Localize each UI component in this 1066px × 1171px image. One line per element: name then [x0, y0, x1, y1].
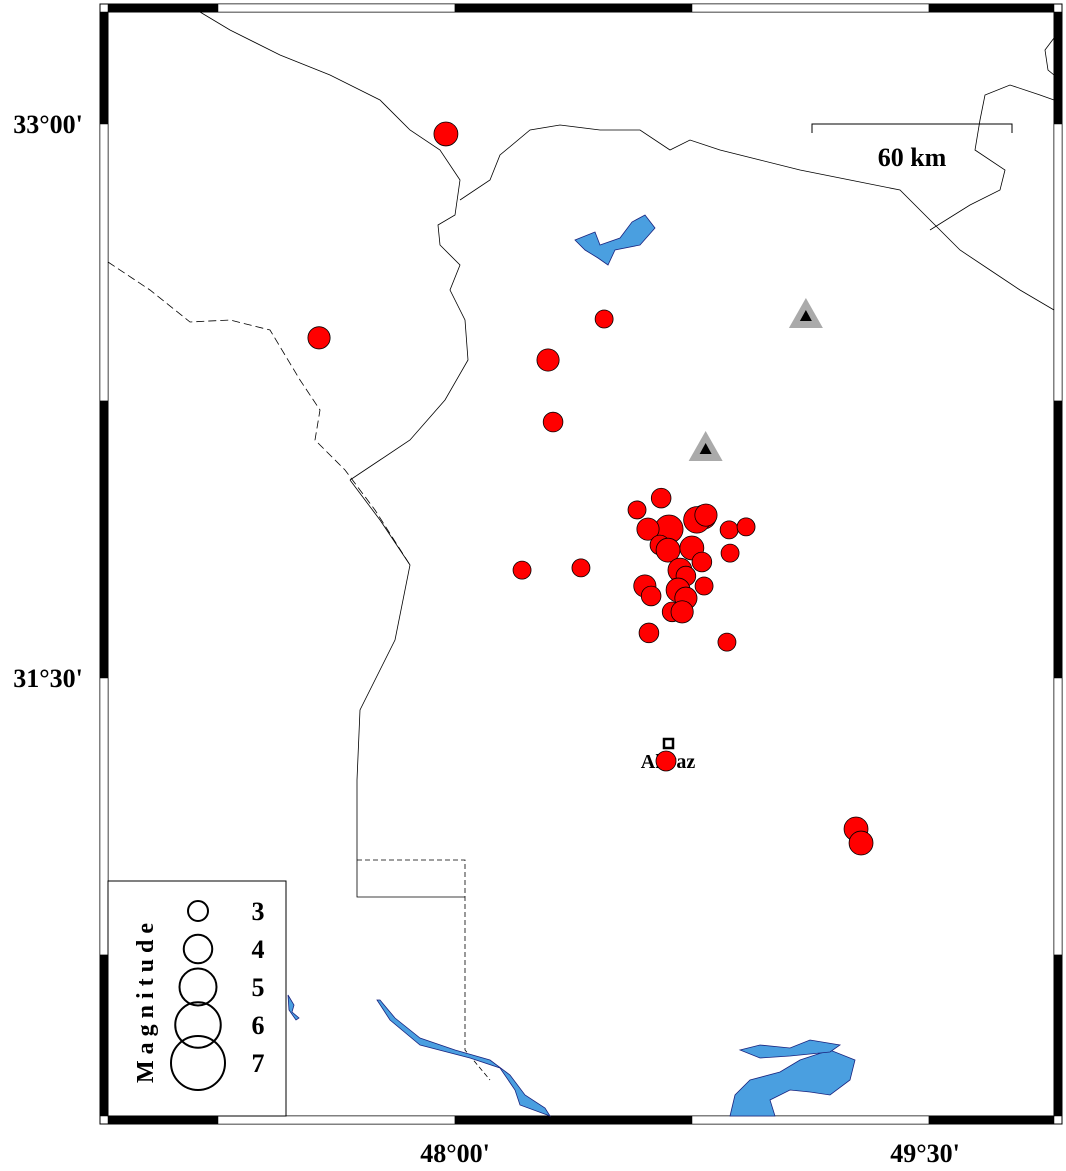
frame-tick-bar [99, 677, 109, 956]
event-marker [627, 500, 647, 520]
event-marker [433, 121, 459, 147]
boundaries [107, 11, 1055, 1081]
frame-tick-bar [217, 3, 456, 13]
legend-magnitude-label: 4 [252, 935, 265, 964]
legend-circle [187, 900, 209, 922]
event-marker [694, 576, 714, 596]
frame-tick-bar [99, 11, 109, 125]
event-marker [720, 543, 740, 563]
event-marker [719, 520, 739, 540]
legend-circle [174, 1001, 222, 1049]
legend-circle [170, 1035, 226, 1091]
station-core-icon [799, 310, 812, 322]
lat-label: 31°30' [13, 664, 83, 693]
magnitude-legend: Magnitude 3 4 5 6 7 [107, 880, 287, 1117]
event-marker [694, 503, 718, 527]
frame-tick-bar [454, 3, 693, 13]
event-marker [636, 517, 660, 541]
event-marker [571, 558, 591, 578]
event-marker [536, 348, 560, 372]
frame-tick-bar [928, 1115, 1055, 1125]
legend-circle [178, 967, 218, 1007]
lon-label: 49°30' [890, 1139, 960, 1166]
frame-ticks [99, 3, 1063, 1125]
frame-tick-bar [217, 1115, 456, 1125]
legend-magnitude-label: 6 [252, 1011, 265, 1040]
earthquake-events [307, 121, 874, 856]
legend-magnitude-label: 7 [252, 1049, 265, 1078]
scale-bar: 60 km [811, 123, 1013, 172]
event-marker [848, 830, 874, 856]
legend-magnitude-label: 5 [252, 973, 265, 1002]
frame-tick-bar [691, 1115, 930, 1125]
frame-tick-bar [1053, 400, 1063, 679]
legend-magnitude-label: 3 [252, 897, 265, 926]
frame-tick-bar [1053, 123, 1063, 402]
lon-label: 48°00' [420, 1139, 490, 1166]
lat-label: 33°00' [13, 110, 83, 139]
event-marker [736, 517, 756, 537]
frame-tick-bar [928, 3, 1055, 13]
frame-tick-bar [107, 1115, 219, 1125]
legend-circle [182, 933, 214, 965]
event-marker [594, 309, 614, 329]
event-marker [638, 622, 660, 644]
event-marker [542, 411, 564, 433]
frame-tick-bar [1053, 677, 1063, 956]
frame-tick-bar [99, 400, 109, 679]
event-marker [640, 585, 662, 607]
event-marker [650, 487, 672, 509]
city-marker [662, 737, 675, 750]
event-marker [655, 750, 677, 772]
event-marker [691, 551, 713, 573]
frame-tick-bar [1053, 954, 1063, 1117]
event-marker [670, 600, 694, 624]
seismic-stations [688, 298, 823, 461]
frame-tick-bar [99, 123, 109, 402]
frame-tick-bar [99, 954, 109, 1117]
water-bodies [287, 214, 856, 1117]
legend-title: Magnitude [133, 917, 159, 1083]
frame-tick-bar [454, 1115, 693, 1125]
frame-tick-bar [1053, 11, 1063, 125]
event-marker [307, 326, 331, 350]
station-core-icon [699, 442, 712, 454]
frame-tick-bar [107, 3, 219, 13]
event-marker [717, 632, 737, 652]
frame-tick-bar [691, 3, 930, 13]
scale-bar-label: 60 km [878, 143, 947, 172]
event-marker [512, 560, 532, 580]
